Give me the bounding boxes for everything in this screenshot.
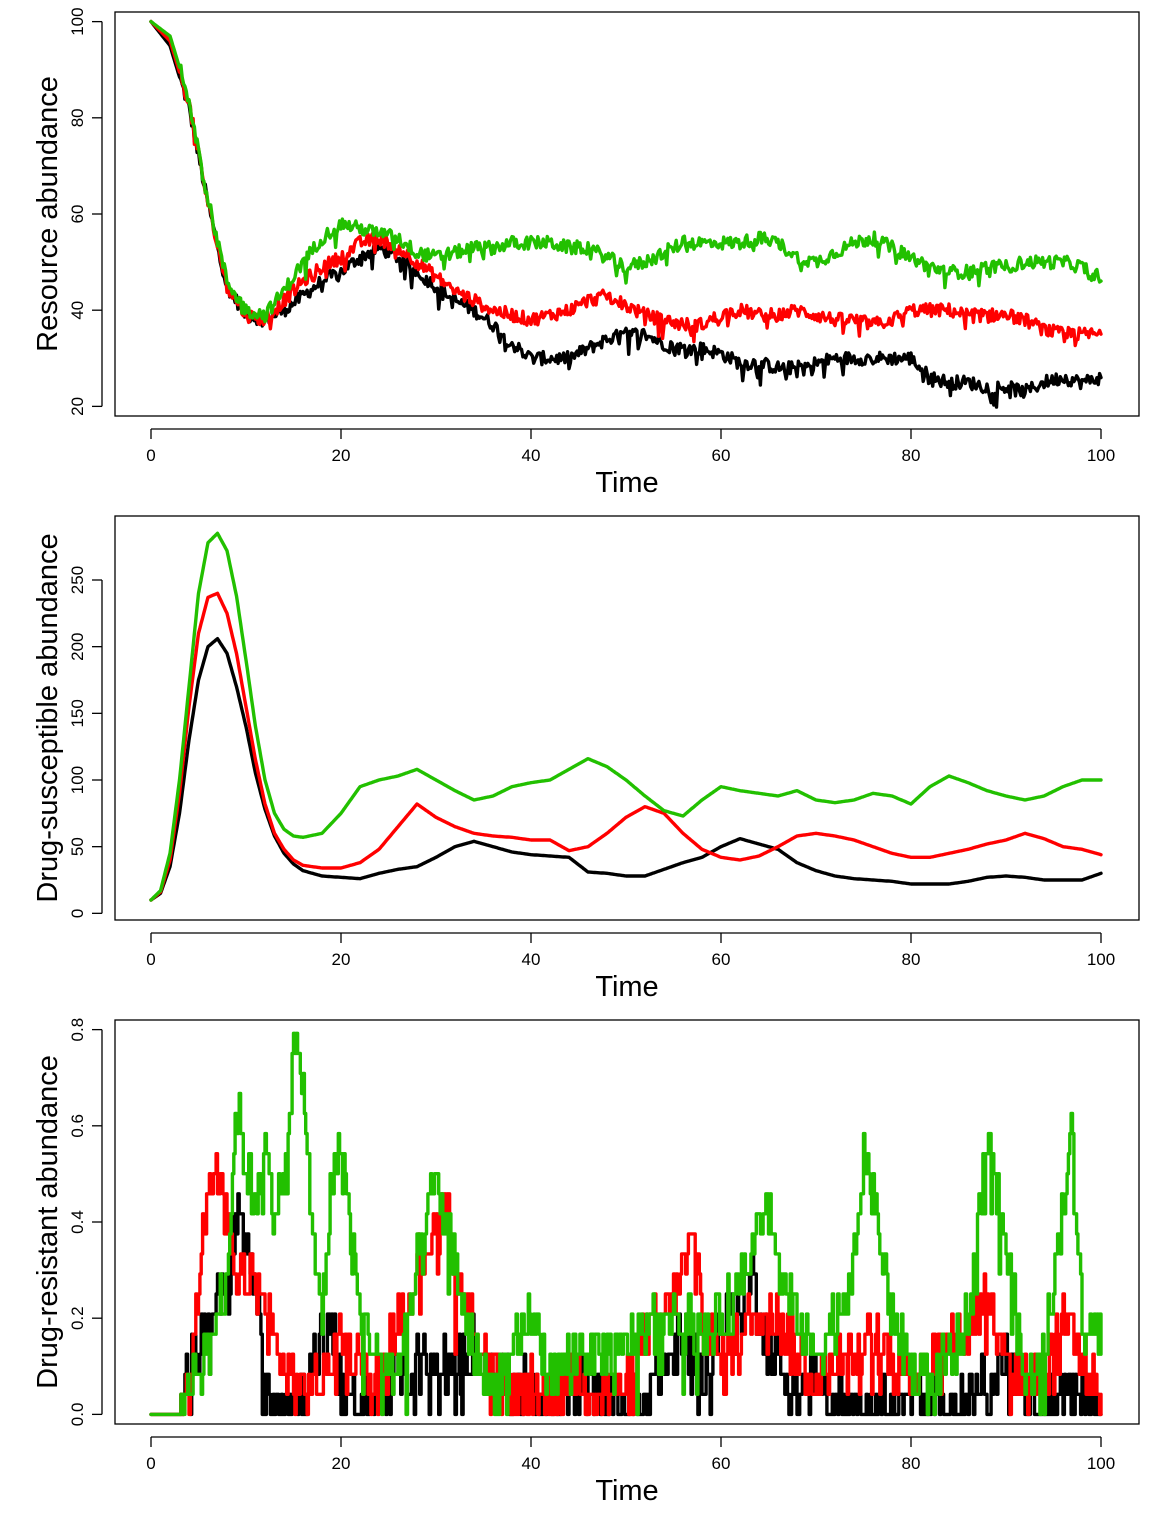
series-line-2 — [149, 19, 1103, 348]
x-tick-label: 60 — [712, 446, 731, 465]
x-tick-label: 40 — [522, 950, 541, 969]
x-tick-label: 80 — [902, 1454, 921, 1473]
y-tick-label: 250 — [68, 566, 87, 594]
x-tick-label: 100 — [1087, 446, 1115, 465]
y-tick-label: 0.8 — [68, 1018, 87, 1042]
y-tick-label: 50 — [68, 837, 87, 856]
series-line-1 — [149, 637, 1103, 902]
series-line-3 — [149, 1031, 1103, 1417]
x-axis-title: Time — [595, 467, 658, 499]
y-tick-label: 200 — [68, 632, 87, 660]
y-tick-label: 20 — [68, 397, 87, 416]
x-tick-label: 40 — [522, 1454, 541, 1473]
x-tick-label: 60 — [712, 1454, 731, 1473]
series-line-2 — [149, 1152, 1103, 1417]
x-axis-title: Time — [595, 1475, 658, 1507]
chart-panel-3: 0 20 40 60 80 100 Time 0.0 0.2 0.4 0.6 0.8Drug-resi… — [32, 1018, 1140, 1507]
series-line-2 — [149, 591, 1103, 902]
y-axis-title: Resource abundance — [32, 76, 64, 352]
y-tick-label: 0.0 — [68, 1403, 87, 1427]
y-tick-label: 0.4 — [68, 1210, 87, 1234]
plot-frame — [114, 11, 1140, 417]
y-tick-label: 100 — [68, 7, 87, 35]
x-tick-label: 60 — [712, 950, 731, 969]
y-tick-label: 0.2 — [68, 1306, 87, 1330]
y-tick-label: 80 — [68, 108, 87, 127]
x-tick-label: 0 — [146, 446, 155, 465]
y-axis-title: Drug-susceptible abundance — [32, 533, 64, 902]
plot-frame — [114, 515, 1140, 921]
x-tick-label: 0 — [146, 1454, 155, 1473]
x-tick-label: 40 — [522, 446, 541, 465]
x-tick-label: 80 — [902, 950, 921, 969]
y-tick-label: 0 — [68, 909, 87, 918]
x-tick-label: 20 — [332, 1454, 351, 1473]
x-tick-label: 20 — [332, 950, 351, 969]
y-tick-label: 150 — [68, 699, 87, 727]
series-line-1 — [149, 19, 1103, 409]
y-tick-label: 100 — [68, 766, 87, 794]
y-tick-label: 0.6 — [68, 1114, 87, 1138]
series-line-3 — [149, 19, 1103, 324]
y-tick-label: 60 — [68, 205, 87, 224]
plot-frame — [114, 1019, 1140, 1425]
chart-panel-1: 0 20 40 60 80 100 Time 20 40 60 80 100 Resource abun… — [32, 7, 1140, 499]
x-tick-label: 20 — [332, 446, 351, 465]
x-tick-label: 100 — [1087, 950, 1115, 969]
chart-panel-2: 0 20 40 60 80 100 Time 0 50 100 150 200 250Drug-susc… — [32, 515, 1140, 1003]
y-axis-title: Drug-resistant abundance — [32, 1055, 64, 1389]
x-tick-label: 100 — [1087, 1454, 1115, 1473]
y-tick-label: 40 — [68, 301, 87, 320]
x-tick-label: 0 — [146, 950, 155, 969]
x-axis-title: Time — [595, 971, 658, 1003]
x-tick-label: 80 — [902, 446, 921, 465]
series-line-3 — [149, 531, 1103, 902]
